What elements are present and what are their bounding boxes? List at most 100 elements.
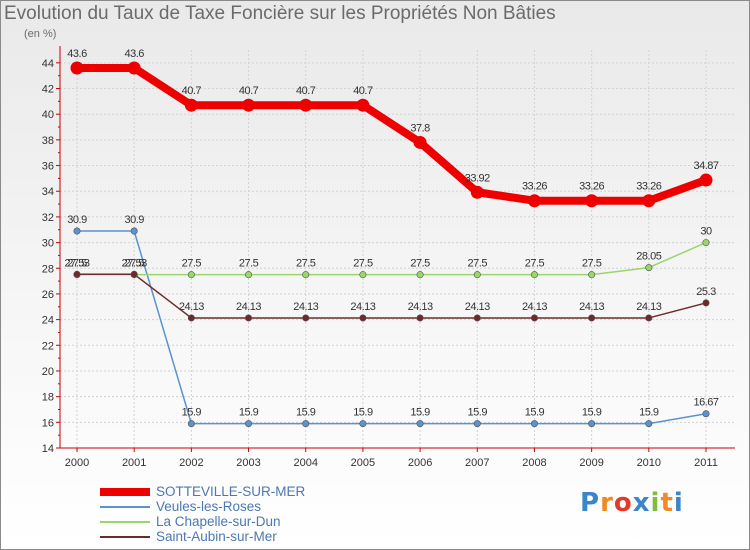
logo-letter: t bbox=[660, 488, 674, 518]
data-point-la-chapelle-sur-dun bbox=[530, 271, 538, 279]
y-tick-label: 24 bbox=[42, 315, 54, 327]
data-label-sotteville-sur-mer: 40.7 bbox=[296, 85, 316, 97]
data-point-sotteville-sur-mer bbox=[127, 61, 141, 75]
legend-label: Saint-Aubin-sur-Mer bbox=[156, 529, 277, 544]
data-point-saint-aubin-sur-mer bbox=[130, 270, 138, 278]
series-line-saint-aubin-sur-mer bbox=[77, 273, 707, 319]
data-point-saint-aubin-sur-mer bbox=[73, 270, 81, 278]
y-tick-label: 20 bbox=[42, 366, 54, 378]
y-tick-label: 42 bbox=[42, 84, 54, 96]
x-tick-label: 2010 bbox=[637, 457, 661, 469]
data-point-saint-aubin-sur-mer bbox=[302, 314, 310, 322]
logo-letter: x bbox=[632, 488, 651, 518]
data-point-saint-aubin-sur-mer bbox=[530, 314, 538, 322]
data-point-sotteville-sur-mer bbox=[184, 98, 198, 112]
chart-title: Evolution du Taux de Taxe Foncière sur l… bbox=[4, 3, 556, 24]
data-label-la-chapelle-sur-dun: 27.5 bbox=[410, 258, 430, 270]
data-point-saint-aubin-sur-mer bbox=[245, 314, 253, 322]
data-point-veules-les-roses bbox=[473, 420, 481, 428]
series-line-la-chapelle-sur-dun bbox=[77, 241, 707, 276]
data-point-veules-les-roses bbox=[187, 420, 195, 428]
data-point-la-chapelle-sur-dun bbox=[645, 264, 653, 272]
data-label-sotteville-sur-mer: 33.26 bbox=[522, 181, 547, 193]
legend-swatch bbox=[100, 521, 150, 523]
data-label-saint-aubin-sur-mer: 27.53 bbox=[64, 257, 89, 269]
data-point-sotteville-sur-mer bbox=[356, 98, 370, 112]
data-point-la-chapelle-sur-dun bbox=[245, 271, 253, 279]
data-point-saint-aubin-sur-mer bbox=[645, 314, 653, 322]
data-label-saint-aubin-sur-mer: 24.13 bbox=[465, 301, 490, 313]
data-label-la-chapelle-sur-dun: 28.05 bbox=[636, 251, 661, 263]
x-tick-label: 2009 bbox=[579, 457, 603, 469]
y-tick-label: 26 bbox=[42, 289, 54, 301]
x-tick-label: 2006 bbox=[408, 457, 432, 469]
data-label-saint-aubin-sur-mer: 24.13 bbox=[636, 301, 661, 313]
data-point-la-chapelle-sur-dun bbox=[359, 271, 367, 279]
data-label-saint-aubin-sur-mer: 24.13 bbox=[293, 301, 318, 313]
data-label-sotteville-sur-mer: 33.26 bbox=[636, 181, 661, 193]
data-label-sotteville-sur-mer: 40.7 bbox=[239, 85, 259, 97]
data-point-veules-les-roses bbox=[245, 420, 253, 428]
data-point-la-chapelle-sur-dun bbox=[588, 271, 596, 279]
data-label-la-chapelle-sur-dun: 27.5 bbox=[582, 258, 602, 270]
data-label-sotteville-sur-mer: 40.7 bbox=[182, 85, 202, 97]
y-tick-label: 14 bbox=[42, 443, 54, 455]
data-point-saint-aubin-sur-mer bbox=[473, 314, 481, 322]
data-label-sotteville-sur-mer: 34.87 bbox=[693, 160, 718, 172]
logo-letter: i bbox=[650, 488, 661, 518]
data-label-sotteville-sur-mer: 33.92 bbox=[465, 172, 490, 184]
data-label-veules-les-roses: 15.9 bbox=[639, 407, 659, 419]
data-point-veules-les-roses bbox=[645, 420, 653, 428]
data-label-la-chapelle-sur-dun: 27.5 bbox=[182, 258, 202, 270]
data-label-la-chapelle-sur-dun: 27.5 bbox=[525, 258, 545, 270]
data-point-sotteville-sur-mer bbox=[470, 185, 484, 199]
data-label-la-chapelle-sur-dun: 27.5 bbox=[296, 258, 316, 270]
data-point-saint-aubin-sur-mer bbox=[588, 314, 596, 322]
data-point-la-chapelle-sur-dun bbox=[702, 239, 710, 247]
data-label-la-chapelle-sur-dun: 27.5 bbox=[468, 258, 488, 270]
y-tick-label: 16 bbox=[42, 417, 54, 429]
data-point-saint-aubin-sur-mer bbox=[359, 314, 367, 322]
data-point-sotteville-sur-mer bbox=[699, 173, 713, 187]
data-label-la-chapelle-sur-dun: 27.5 bbox=[67, 258, 87, 270]
y-tick-label: 44 bbox=[42, 58, 54, 70]
data-label-la-chapelle-sur-dun: 27.5 bbox=[239, 258, 259, 270]
logo-letter: P bbox=[580, 488, 601, 518]
data-label-la-chapelle-sur-dun: 27.5 bbox=[124, 258, 144, 270]
data-label-sotteville-sur-mer: 43.6 bbox=[67, 48, 87, 60]
x-tick-label: 2005 bbox=[351, 457, 375, 469]
data-label-veules-les-roses: 15.9 bbox=[410, 407, 430, 419]
data-label-saint-aubin-sur-mer: 24.13 bbox=[579, 301, 604, 313]
x-tick-label: 2000 bbox=[65, 457, 89, 469]
data-point-sotteville-sur-mer bbox=[70, 61, 84, 75]
data-point-la-chapelle-sur-dun bbox=[187, 271, 195, 279]
data-point-saint-aubin-sur-mer bbox=[416, 314, 424, 322]
data-label-veules-les-roses: 15.9 bbox=[582, 407, 602, 419]
data-label-saint-aubin-sur-mer: 27.53 bbox=[122, 257, 147, 269]
data-point-sotteville-sur-mer bbox=[413, 135, 427, 149]
data-point-veules-les-roses bbox=[302, 420, 310, 428]
y-tick-label: 34 bbox=[42, 186, 54, 198]
y-tick-label: 22 bbox=[42, 340, 54, 352]
data-point-sotteville-sur-mer bbox=[527, 194, 541, 208]
proxiti-logo: Proxiti bbox=[580, 488, 684, 518]
data-point-sotteville-sur-mer bbox=[242, 98, 256, 112]
data-point-veules-les-roses bbox=[130, 227, 138, 235]
y-tick-label: 30 bbox=[42, 238, 54, 250]
x-tick-label: 2002 bbox=[179, 457, 203, 469]
logo-letter: r bbox=[600, 488, 614, 518]
series-line-sotteville-sur-mer bbox=[77, 63, 708, 205]
y-tick-label: 38 bbox=[42, 135, 54, 147]
data-label-saint-aubin-sur-mer: 24.13 bbox=[522, 301, 547, 313]
data-label-veules-les-roses: 15.9 bbox=[239, 407, 259, 419]
data-label-veules-les-roses: 15.9 bbox=[353, 407, 373, 419]
data-label-veules-les-roses: 15.9 bbox=[296, 407, 316, 419]
data-label-veules-les-roses: 15.9 bbox=[468, 407, 488, 419]
data-point-veules-les-roses bbox=[530, 420, 538, 428]
data-label-veules-les-roses: 15.9 bbox=[182, 407, 202, 419]
data-label-veules-les-roses: 16.67 bbox=[693, 397, 718, 409]
data-label-veules-les-roses: 30.9 bbox=[67, 214, 87, 226]
data-label-saint-aubin-sur-mer: 25.3 bbox=[696, 286, 716, 298]
data-label-veules-les-roses: 30.9 bbox=[124, 214, 144, 226]
